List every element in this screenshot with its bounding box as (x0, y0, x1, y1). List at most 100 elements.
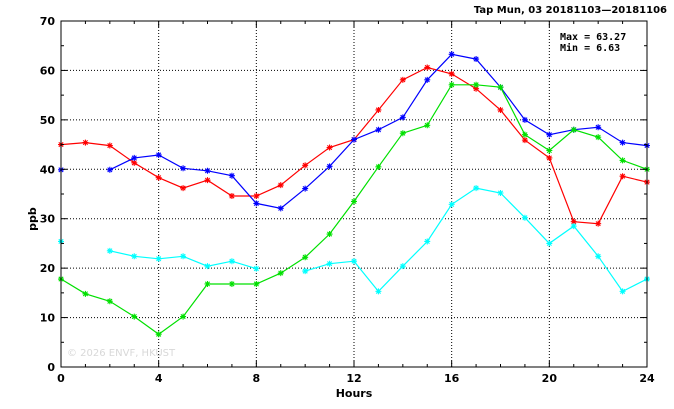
data-point (351, 258, 357, 265)
x-tick-label: 4 (155, 372, 163, 385)
data-point (375, 126, 382, 133)
y-tick-label: 30 (40, 213, 56, 226)
data-point (106, 142, 113, 149)
x-axis-title: Hours (336, 387, 373, 400)
series-4 (58, 185, 650, 295)
x-tick-label: 8 (253, 372, 261, 385)
data-point (448, 51, 455, 58)
data-point (302, 162, 309, 169)
data-point (521, 131, 528, 138)
x-tick-label: 0 (57, 372, 65, 385)
data-point (448, 81, 455, 88)
series-line (60, 84, 648, 335)
chart-title: Tap Mun, 03 20181103—20181106 (474, 5, 667, 16)
data-point (228, 172, 235, 179)
data-point (180, 253, 187, 260)
data-point (253, 265, 260, 272)
data-point (131, 154, 138, 161)
data-point (473, 185, 480, 192)
data-point (448, 70, 455, 77)
data-point (546, 131, 553, 138)
data-point (277, 270, 284, 277)
data-point (302, 185, 309, 192)
data-point (399, 130, 406, 137)
x-tick-label: 16 (444, 372, 460, 385)
data-point (546, 154, 553, 161)
data-point (106, 247, 113, 254)
data-point (228, 280, 235, 287)
data-point (424, 76, 431, 83)
data-point (375, 288, 382, 295)
y-tick-label: 0 (47, 361, 55, 374)
x-tick-label: 24 (639, 372, 655, 385)
data-point (302, 268, 309, 275)
data-point (106, 298, 113, 305)
data-point (326, 144, 333, 151)
x-tick-label: 12 (346, 372, 361, 385)
data-point (619, 157, 626, 164)
tick-marks (61, 21, 647, 367)
grid-lines (61, 21, 647, 367)
data-point (155, 331, 162, 338)
y-tick-label: 20 (40, 262, 56, 275)
data-point (424, 64, 431, 71)
watermark: © 2026 ENVF, HKUST (67, 348, 176, 359)
data-point (228, 192, 235, 199)
data-point (619, 139, 626, 146)
data-point (253, 192, 260, 199)
data-point (570, 218, 577, 225)
data-point (82, 139, 89, 146)
data-point (497, 190, 504, 197)
data-point (351, 136, 357, 143)
data-point (497, 84, 504, 91)
data-point (106, 166, 113, 173)
data-point (204, 280, 211, 287)
data-point (399, 263, 406, 270)
data-point (204, 167, 211, 174)
data-point (375, 163, 382, 170)
data-point (155, 255, 162, 262)
data-point (619, 288, 626, 295)
data-point (399, 76, 406, 83)
data-point (473, 56, 480, 63)
data-point (155, 174, 162, 181)
data-point (473, 85, 480, 92)
data-point (570, 126, 577, 133)
data-point (180, 313, 187, 320)
y-tick-label: 10 (40, 312, 56, 325)
data-point (473, 81, 480, 88)
data-point (521, 137, 528, 144)
y-tick-label: 50 (40, 114, 56, 127)
data-point (570, 223, 577, 230)
data-point (180, 185, 187, 192)
data-point (131, 159, 138, 166)
data-point (204, 263, 211, 270)
data-point (595, 253, 602, 260)
data-point (253, 280, 260, 287)
series-layer (58, 51, 650, 338)
data-point (375, 106, 382, 113)
series-3 (58, 81, 650, 338)
data-point (228, 258, 235, 265)
y-axis-title: ppb (26, 207, 39, 231)
data-point (595, 134, 602, 141)
x-tick-label: 20 (542, 372, 558, 385)
data-point (326, 231, 333, 238)
data-point (546, 147, 553, 154)
data-point (399, 114, 406, 121)
data-point (131, 253, 138, 260)
data-point (497, 106, 504, 113)
data-point (180, 165, 187, 172)
data-point (521, 214, 528, 221)
y-tick-label: 60 (40, 64, 56, 77)
data-point (277, 205, 284, 212)
data-point (253, 200, 260, 207)
data-point (595, 124, 602, 131)
data-point (448, 201, 455, 208)
data-point (546, 240, 553, 247)
data-point (302, 254, 309, 261)
data-point (204, 177, 211, 184)
data-point (326, 163, 333, 170)
tick-labels: 0 4 8 12 16 20 24 0 10 20 30 40 50 60 70 (40, 15, 655, 385)
